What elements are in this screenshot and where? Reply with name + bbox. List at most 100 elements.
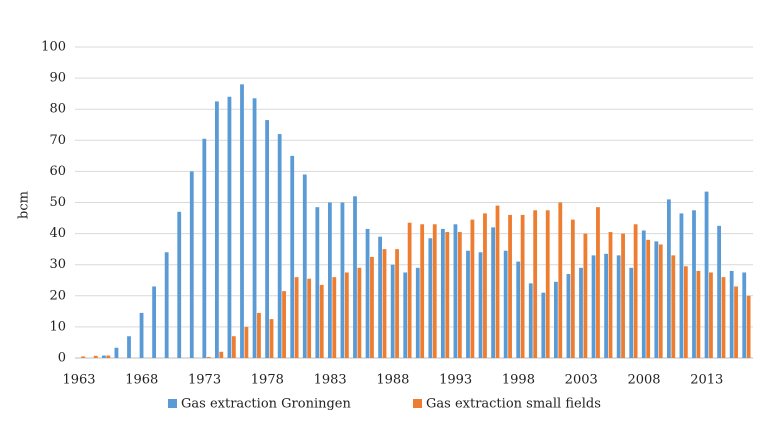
bar (219, 351, 224, 358)
bar (503, 250, 508, 358)
bar (177, 211, 182, 358)
legend-label: Gas extraction Groningen (181, 397, 351, 412)
x-tick-label: 1978 (251, 373, 284, 388)
bar (696, 270, 701, 358)
bar (302, 174, 307, 358)
bar (206, 357, 211, 358)
y-tick-label: 50 (49, 195, 66, 210)
bar (252, 98, 257, 358)
bar (378, 236, 383, 358)
bar (658, 244, 663, 358)
bar (106, 355, 111, 358)
y-tick-label: 30 (49, 257, 66, 272)
bar (332, 277, 337, 358)
bar (466, 250, 470, 358)
bar (340, 202, 345, 358)
bar (277, 134, 282, 358)
bar (202, 138, 207, 358)
bar (395, 249, 399, 358)
bar (666, 199, 671, 358)
bar (407, 222, 412, 358)
x-tick-label: 2008 (627, 373, 660, 388)
bar (633, 224, 638, 358)
bar (290, 155, 295, 358)
bar (570, 219, 575, 358)
bar (319, 284, 324, 358)
x-tick-label: 1973 (188, 373, 221, 388)
bar (415, 267, 420, 358)
bar (257, 312, 261, 358)
bar (265, 120, 270, 359)
bar (357, 267, 362, 358)
bar (327, 202, 332, 358)
bar (671, 255, 676, 358)
bar (344, 272, 349, 358)
y-tick-label: 100 (41, 40, 66, 55)
bar (717, 225, 722, 358)
bar (579, 267, 583, 358)
y-axis-label: bcm (17, 191, 32, 219)
bar (432, 224, 437, 358)
bar (646, 239, 651, 358)
bar (403, 272, 408, 358)
x-tick-label: 1993 (439, 373, 472, 388)
bar (470, 219, 475, 358)
bar (495, 205, 500, 358)
bar (139, 312, 144, 358)
bar (729, 270, 734, 358)
x-tick-label: 1988 (376, 373, 409, 388)
bar (654, 241, 659, 358)
bar (742, 272, 747, 358)
bar (81, 356, 86, 358)
x-tick-label: 2003 (565, 373, 598, 388)
bar (390, 264, 395, 358)
legend-label: Gas extraction small fields (426, 397, 601, 412)
bar (641, 230, 646, 358)
bar (214, 101, 219, 359)
bar (692, 210, 696, 358)
bar (240, 84, 244, 358)
bar (621, 233, 625, 358)
bar (294, 277, 299, 358)
bar (152, 286, 157, 358)
bar (93, 355, 98, 358)
bar (445, 232, 450, 358)
bar (269, 319, 274, 358)
bar (189, 171, 194, 358)
bar (566, 274, 571, 358)
legend-swatch (413, 399, 422, 408)
bar (483, 213, 487, 358)
y-tick-label: 70 (49, 133, 66, 148)
bar (734, 286, 738, 358)
bar (127, 336, 131, 358)
bar (704, 191, 709, 358)
bar (545, 210, 550, 358)
bar (721, 277, 726, 358)
bar (382, 249, 387, 358)
x-tick-label: 1968 (125, 373, 158, 388)
bar (114, 347, 119, 358)
bar (558, 202, 563, 358)
bar (591, 255, 596, 358)
y-tick-label: 40 (49, 226, 66, 241)
bar (365, 228, 370, 358)
y-tick-label: 10 (49, 319, 66, 334)
bar (596, 207, 600, 358)
bar (227, 96, 232, 358)
bar (231, 336, 236, 358)
bar (516, 261, 521, 358)
legend-swatch (168, 399, 177, 408)
bar (420, 224, 425, 358)
bar (315, 207, 320, 358)
bar (533, 210, 538, 358)
bar (520, 214, 525, 358)
bar (583, 233, 588, 358)
y-tick-label: 60 (49, 164, 66, 179)
bar (616, 255, 621, 358)
bar (307, 278, 312, 358)
bar (457, 232, 462, 358)
bar (453, 224, 458, 358)
bar (428, 238, 433, 358)
bar (608, 232, 613, 358)
bar (282, 291, 286, 358)
